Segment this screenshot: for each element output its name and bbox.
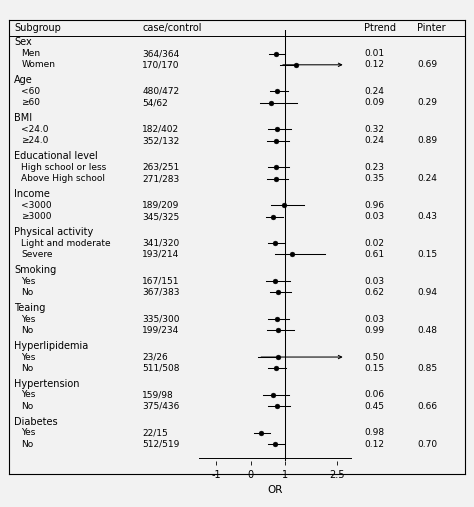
Text: 0.35: 0.35: [364, 174, 384, 183]
Text: 341/320: 341/320: [142, 239, 180, 248]
Text: 0.12: 0.12: [364, 60, 384, 69]
Text: 0.24: 0.24: [417, 174, 437, 183]
Text: 0.24: 0.24: [364, 87, 384, 96]
Text: Yes: Yes: [21, 390, 36, 400]
X-axis label: OR: OR: [267, 485, 283, 494]
Text: Educational level: Educational level: [14, 151, 98, 161]
Text: 0.66: 0.66: [417, 402, 437, 411]
Text: 0.12: 0.12: [364, 440, 384, 449]
Text: Yes: Yes: [21, 277, 36, 285]
Text: 0.43: 0.43: [417, 212, 437, 221]
Text: Hyperlipidemia: Hyperlipidemia: [14, 341, 89, 351]
Text: 345/325: 345/325: [142, 212, 180, 221]
Text: 0.89: 0.89: [417, 136, 437, 145]
Text: 193/214: 193/214: [142, 250, 180, 259]
Text: Pinter: Pinter: [417, 23, 446, 33]
Text: <3000: <3000: [21, 201, 52, 210]
Text: 189/209: 189/209: [142, 201, 180, 210]
Text: ≥60: ≥60: [21, 98, 40, 107]
Text: 0.06: 0.06: [364, 390, 384, 400]
Text: 170/170: 170/170: [142, 60, 180, 69]
Text: 0.03: 0.03: [364, 212, 384, 221]
Text: Women: Women: [21, 60, 55, 69]
Text: 0.23: 0.23: [364, 163, 384, 172]
Text: High school or less: High school or less: [21, 163, 107, 172]
Text: Hypertension: Hypertension: [14, 379, 80, 389]
Text: Severe: Severe: [21, 250, 53, 259]
Text: 0.24: 0.24: [364, 136, 384, 145]
Text: 199/234: 199/234: [142, 326, 180, 335]
Text: Teaing: Teaing: [14, 303, 46, 313]
Text: 0.85: 0.85: [417, 364, 437, 373]
Text: No: No: [21, 402, 34, 411]
Text: 0.03: 0.03: [364, 277, 384, 285]
Text: 0.32: 0.32: [364, 125, 384, 134]
Text: 0.69: 0.69: [417, 60, 437, 69]
Text: 352/132: 352/132: [142, 136, 180, 145]
Text: 0.62: 0.62: [364, 288, 384, 297]
Text: Sex: Sex: [14, 38, 32, 47]
Text: 0.09: 0.09: [364, 98, 384, 107]
Text: 0.94: 0.94: [417, 288, 437, 297]
Text: 0.70: 0.70: [417, 440, 437, 449]
Text: 0.61: 0.61: [364, 250, 384, 259]
Text: Income: Income: [14, 189, 50, 199]
Text: 0.99: 0.99: [364, 326, 384, 335]
Text: 182/402: 182/402: [142, 125, 179, 134]
Text: ≥3000: ≥3000: [21, 212, 52, 221]
Text: 0.02: 0.02: [364, 239, 384, 248]
Text: No: No: [21, 326, 34, 335]
Text: 54/62: 54/62: [142, 98, 168, 107]
Text: 0.48: 0.48: [417, 326, 437, 335]
Text: Age: Age: [14, 75, 33, 85]
Text: No: No: [21, 364, 34, 373]
Text: 271/283: 271/283: [142, 174, 180, 183]
Text: 0.96: 0.96: [364, 201, 384, 210]
Text: case/control: case/control: [142, 23, 202, 33]
Text: Yes: Yes: [21, 428, 36, 438]
Text: 480/472: 480/472: [142, 87, 179, 96]
Text: 0.15: 0.15: [364, 364, 384, 373]
Text: <60: <60: [21, 87, 40, 96]
Text: BMI: BMI: [14, 113, 32, 123]
Text: <24.0: <24.0: [21, 125, 49, 134]
Text: 0.03: 0.03: [364, 315, 384, 323]
Text: 0.98: 0.98: [364, 428, 384, 438]
Text: 263/251: 263/251: [142, 163, 180, 172]
Text: 0.29: 0.29: [417, 98, 437, 107]
Text: Above High school: Above High school: [21, 174, 105, 183]
Text: 375/436: 375/436: [142, 402, 180, 411]
Text: Light and moderate: Light and moderate: [21, 239, 111, 248]
Text: 511/508: 511/508: [142, 364, 180, 373]
Text: 364/364: 364/364: [142, 49, 180, 58]
Text: 23/26: 23/26: [142, 352, 168, 361]
Text: 335/300: 335/300: [142, 315, 180, 323]
Text: 159/98: 159/98: [142, 390, 174, 400]
Text: 0.50: 0.50: [364, 352, 384, 361]
Text: 0.01: 0.01: [364, 49, 384, 58]
Text: Yes: Yes: [21, 352, 36, 361]
Text: 512/519: 512/519: [142, 440, 180, 449]
Text: No: No: [21, 440, 34, 449]
Text: Smoking: Smoking: [14, 265, 56, 275]
Text: Men: Men: [21, 49, 40, 58]
Text: 367/383: 367/383: [142, 288, 180, 297]
Text: Yes: Yes: [21, 315, 36, 323]
Text: Ptrend: Ptrend: [364, 23, 396, 33]
Text: 167/151: 167/151: [142, 277, 180, 285]
Text: 0.45: 0.45: [364, 402, 384, 411]
Text: 0.15: 0.15: [417, 250, 437, 259]
Text: Physical activity: Physical activity: [14, 227, 93, 237]
Text: ≥24.0: ≥24.0: [21, 136, 49, 145]
Text: No: No: [21, 288, 34, 297]
Text: 22/15: 22/15: [142, 428, 168, 438]
Text: Diabetes: Diabetes: [14, 417, 58, 427]
Text: Subgroup: Subgroup: [14, 23, 61, 33]
